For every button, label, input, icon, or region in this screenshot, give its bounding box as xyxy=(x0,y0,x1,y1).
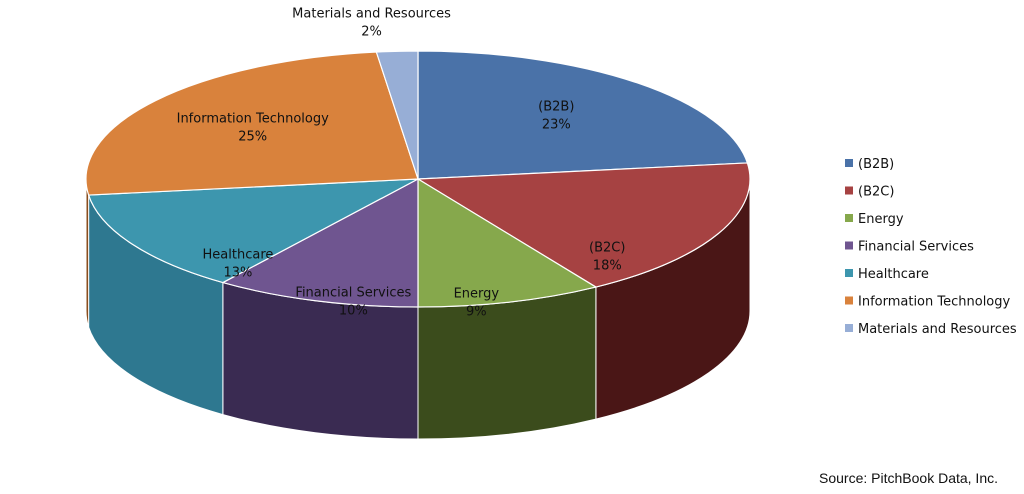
slice-label-b2c: (B2C) xyxy=(589,241,625,256)
legend-label-healthcare: Healthcare xyxy=(858,267,929,282)
slice-pct-financial-services: 10% xyxy=(339,304,368,319)
legend-swatch-energy xyxy=(845,214,853,222)
legend-swatch-materials-and-resources xyxy=(845,324,853,332)
slice-side-energy xyxy=(417,286,597,440)
legend-swatch-b2c xyxy=(845,186,853,195)
legend-label-b2c: (B2C) xyxy=(858,185,894,200)
legend-label-financial-services: Financial Services xyxy=(858,240,974,255)
slice-b2b xyxy=(417,50,748,180)
slice-label-information-technology: Information Technology xyxy=(177,111,330,126)
slice-pct-information-technology: 25% xyxy=(238,129,267,144)
slice-pct-energy: 9% xyxy=(466,304,487,319)
slice-financial-services xyxy=(222,178,419,308)
slice-label-materials-and-resources: Materials and Resources xyxy=(292,6,451,21)
legend-label-b2b: (B2B) xyxy=(858,157,894,172)
pie-top-layer xyxy=(85,50,751,308)
slice-label-energy: Energy xyxy=(454,286,500,301)
slice-label-healthcare: Healthcare xyxy=(203,248,274,263)
slice-pct-materials-and-resources: 2% xyxy=(361,24,382,39)
slice-pct-b2c: 18% xyxy=(593,259,622,274)
legend-swatch-financial-services xyxy=(845,241,853,250)
legend-swatch-b2b xyxy=(845,159,853,167)
legend-swatch-information-technology xyxy=(845,296,853,305)
slice-side-information-technology xyxy=(85,178,90,328)
slice-materials-and-resources xyxy=(375,50,419,180)
pie-depth-layer xyxy=(85,178,751,440)
source-note: Source: PitchBook Data, Inc. xyxy=(819,470,998,486)
legend-label-materials-and-resources: Materials and Resources xyxy=(858,322,1017,337)
legend-label-information-technology: Information Technology xyxy=(858,295,1011,310)
legend: (B2B) (B2C) Energy Financial Services Health… xyxy=(845,157,1017,337)
slice-healthcare xyxy=(88,178,419,284)
legend-swatch-healthcare xyxy=(845,269,853,277)
slice-label-b2b: (B2B) xyxy=(538,100,574,115)
slice-pct-healthcare: 13% xyxy=(224,266,253,281)
legend-label-energy: Energy xyxy=(858,212,904,227)
slice-information-technology xyxy=(85,51,419,196)
slice-labels: (B2B) 23% (B2C) 18% Energy 9% Financial Servic… xyxy=(177,6,626,319)
slice-pct-b2b: 23% xyxy=(542,118,571,133)
slice-label-financial-services: Financial Services xyxy=(295,286,411,301)
slice-energy xyxy=(417,178,597,308)
slice-b2c xyxy=(417,162,751,288)
